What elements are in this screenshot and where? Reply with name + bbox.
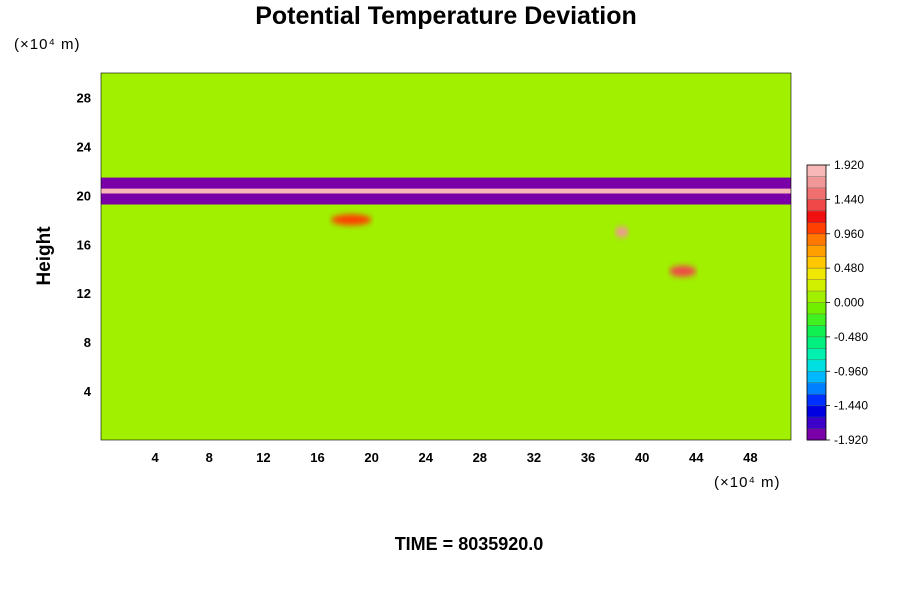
colorbar-tick-label-8: -1.920 <box>834 433 868 447</box>
colorbar-swatch-14 <box>807 268 826 281</box>
colorbar-swatch-11 <box>807 302 826 315</box>
x-tick-label-9: 40 <box>635 450 649 465</box>
y-axis-label: Height <box>34 226 55 286</box>
x-tick-label-7: 32 <box>527 450 541 465</box>
colorbar-swatch-4 <box>807 382 826 395</box>
heatmap-feature-1 <box>101 177 791 189</box>
y-tick-label-6: 28 <box>77 90 91 105</box>
y-unit-label: (×10⁴ m) <box>14 36 81 53</box>
colorbar-tick-label-2: 0.960 <box>834 227 864 241</box>
colorbar-tick-label-7: -1.440 <box>834 399 868 413</box>
x-tick-label-3: 16 <box>310 450 324 465</box>
colorbar-swatch-22 <box>807 176 826 189</box>
colorbar-swatch-3 <box>807 394 826 407</box>
colorbar-tick-label-1: 1.440 <box>834 192 864 206</box>
colorbar-swatch-21 <box>807 187 826 200</box>
heatmap-feature-5 <box>669 265 697 277</box>
x-tick-label-11: 48 <box>743 450 757 465</box>
colorbar: 1.920 1.440 0.960 0.480 0.000 -0.480 -0.960 -1.… <box>806 158 868 447</box>
x-tick-label-2: 12 <box>256 450 270 465</box>
colorbar-swatch-20 <box>807 199 826 212</box>
x-tick-label-10: 44 <box>689 450 704 465</box>
colorbar-tick-label-5: -0.480 <box>834 330 868 344</box>
y-tick-label-4: 20 <box>77 188 91 203</box>
colorbar-tick-label-6: -0.960 <box>834 364 868 378</box>
colorbar-tick-label-4: 0.000 <box>834 296 864 310</box>
colorbar-tick-label-0: 1.920 <box>834 158 864 172</box>
x-tick-label-6: 28 <box>473 450 487 465</box>
colorbar-swatch-23 <box>807 165 826 177</box>
x-tick-label-4: 20 <box>364 450 378 465</box>
colorbar-tick-label-3: 0.480 <box>834 261 864 275</box>
colorbar-swatch-10 <box>807 313 826 326</box>
colorbar-swatch-16 <box>807 245 826 258</box>
x-tick-label-1: 8 <box>206 450 213 465</box>
heatmap-feature-4 <box>615 226 629 238</box>
time-label: TIME = 8035920.0 <box>395 534 544 554</box>
colorbar-swatch-19 <box>807 210 826 223</box>
y-tick-label-1: 8 <box>84 335 91 350</box>
x-unit-label: (×10⁴ m) <box>714 474 781 491</box>
heatmap-field <box>101 73 791 440</box>
colorbar-swatch-17 <box>807 233 826 246</box>
colorbar-swatch-12 <box>807 291 826 303</box>
colorbar-swatch-13 <box>807 279 826 292</box>
x-tick-label-5: 24 <box>418 450 433 465</box>
y-tick-label-2: 12 <box>77 286 91 301</box>
colorbar-swatch-0 <box>807 428 826 441</box>
plot-frame <box>100 72 792 441</box>
colorbar-swatch-2 <box>807 405 826 418</box>
colorbar-swatch-9 <box>807 325 826 338</box>
colorbar-swatch-8 <box>807 336 826 349</box>
colorbar-swatch-7 <box>807 348 826 361</box>
y-tick-label-5: 24 <box>77 139 92 154</box>
colorbar-swatch-18 <box>807 222 826 235</box>
colorbar-swatch-5 <box>807 371 826 384</box>
chart-title: Potential Temperature Deviation <box>255 2 637 30</box>
y-tick-label-3: 16 <box>77 237 91 252</box>
heatmap-feature-0 <box>101 186 791 198</box>
colorbar-swatch-15 <box>807 256 826 269</box>
x-tick-label-0: 4 <box>152 450 160 465</box>
x-tick-label-8: 36 <box>581 450 595 465</box>
colorbar-swatch-1 <box>807 417 826 430</box>
heatmap-feature-2 <box>101 193 791 205</box>
colorbar-swatch-6 <box>807 359 826 372</box>
heatmap-feature-3 <box>331 214 372 226</box>
y-tick-label-0: 4 <box>84 384 92 399</box>
heatmap-background <box>101 73 791 440</box>
